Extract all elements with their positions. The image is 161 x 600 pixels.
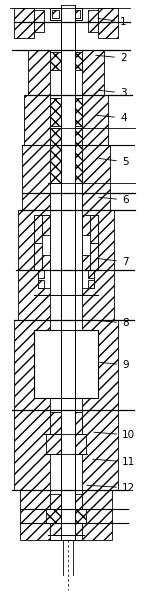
Bar xyxy=(24,95,50,210)
Bar xyxy=(82,145,110,210)
Bar xyxy=(14,320,50,410)
Bar xyxy=(42,215,50,235)
Bar xyxy=(71,434,86,454)
Bar xyxy=(82,210,114,320)
Bar xyxy=(88,10,98,32)
Bar xyxy=(61,320,75,410)
Bar xyxy=(82,215,90,235)
Bar xyxy=(71,128,82,183)
Bar xyxy=(14,410,50,490)
Bar xyxy=(50,52,61,70)
Bar xyxy=(90,243,98,270)
Bar xyxy=(82,50,104,95)
Bar xyxy=(88,270,94,278)
Bar xyxy=(50,523,82,535)
Bar xyxy=(82,320,118,410)
Text: 8: 8 xyxy=(95,318,129,328)
Text: 9: 9 xyxy=(100,360,129,370)
Bar xyxy=(38,280,44,288)
Bar xyxy=(82,255,90,270)
Bar xyxy=(61,50,75,95)
Bar xyxy=(71,98,82,126)
Bar xyxy=(71,412,82,434)
Text: 5: 5 xyxy=(99,157,129,167)
Text: 6: 6 xyxy=(99,195,129,205)
Text: 4: 4 xyxy=(97,113,127,123)
Bar xyxy=(42,255,50,270)
Bar xyxy=(73,10,80,18)
Bar xyxy=(34,330,98,398)
Bar xyxy=(34,215,50,270)
Bar xyxy=(82,270,94,288)
Bar xyxy=(61,95,75,210)
Bar xyxy=(50,98,61,126)
Bar xyxy=(61,5,75,50)
Bar xyxy=(18,210,50,320)
Bar xyxy=(88,280,94,288)
Bar xyxy=(50,128,61,183)
Bar xyxy=(61,210,75,320)
Text: 11: 11 xyxy=(93,457,135,467)
Bar xyxy=(22,145,50,210)
Bar xyxy=(52,10,59,18)
Text: 12: 12 xyxy=(87,483,135,493)
Bar xyxy=(46,509,61,523)
Bar xyxy=(34,215,42,243)
Bar xyxy=(14,8,34,38)
Bar xyxy=(82,410,118,490)
Bar xyxy=(82,95,108,210)
Bar xyxy=(61,490,75,540)
Bar xyxy=(20,490,50,540)
Bar xyxy=(50,494,61,509)
Bar xyxy=(34,10,44,32)
Bar xyxy=(71,494,82,509)
Text: 3: 3 xyxy=(99,88,127,98)
Bar xyxy=(34,243,42,270)
Bar xyxy=(50,8,82,20)
Bar xyxy=(38,270,50,288)
Text: 2: 2 xyxy=(96,53,127,63)
Bar xyxy=(90,215,98,243)
Bar xyxy=(38,270,44,278)
Text: 10: 10 xyxy=(94,430,135,440)
Bar xyxy=(61,410,75,490)
Bar xyxy=(71,52,82,70)
Text: 7: 7 xyxy=(97,257,129,267)
Bar xyxy=(28,50,50,95)
Bar xyxy=(71,509,86,523)
Bar xyxy=(82,215,98,270)
Bar xyxy=(98,8,118,38)
Text: 1: 1 xyxy=(98,17,127,27)
Bar xyxy=(50,412,61,434)
Bar xyxy=(46,434,61,454)
Bar xyxy=(82,490,112,540)
